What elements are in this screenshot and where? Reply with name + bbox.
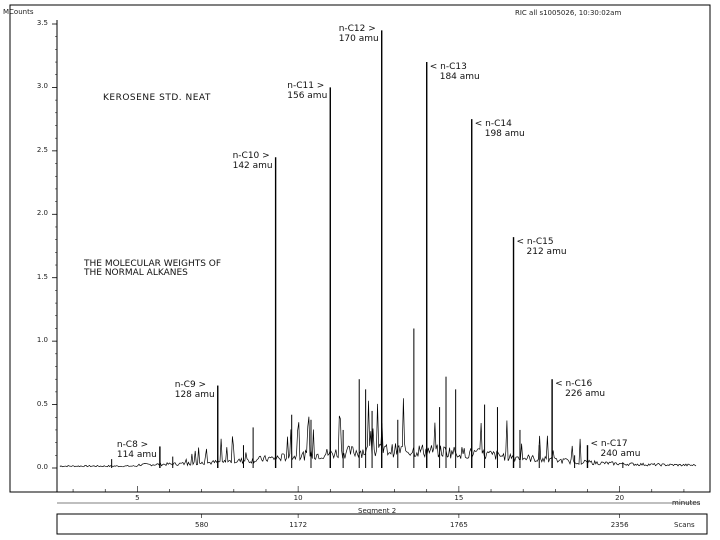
peak-name: < n-C16 bbox=[555, 379, 593, 390]
segment-label: Segment 2 bbox=[358, 507, 397, 515]
peak-label: n-C11 >156 amu bbox=[287, 81, 327, 101]
y-axis bbox=[52, 23, 57, 469]
peak-label: < n-C16 226 amu bbox=[555, 379, 605, 399]
peak-amu: 142 amu bbox=[232, 161, 273, 172]
x-tick-label: 20 bbox=[615, 494, 625, 502]
peak-label: n-C9 >128 amu bbox=[175, 380, 215, 400]
peak-name: n-C9 > bbox=[174, 379, 207, 390]
x-axis-unit: minutes bbox=[672, 499, 701, 507]
y-tick-label: 3.0 bbox=[36, 82, 48, 91]
peak-amu: 184 amu bbox=[439, 72, 480, 83]
peak-name: n-C8 > bbox=[116, 440, 149, 451]
subtitle-line-2: THE NORMAL ALKANES bbox=[84, 268, 188, 278]
chart-frame bbox=[9, 4, 711, 535]
scan-tick-label: 2356 bbox=[610, 521, 629, 529]
peak-name: < n-C17 bbox=[590, 439, 628, 450]
subtitle-line-1: THE MOLECULAR WEIGHTS OF bbox=[84, 259, 222, 269]
scan-axis-frame bbox=[56, 513, 708, 535]
peak-amu: 212 amu bbox=[526, 247, 567, 258]
peak-amu: 240 amu bbox=[600, 449, 641, 460]
peak-label: n-C8 >114 amu bbox=[117, 440, 157, 460]
peak-label: < n-C15 212 amu bbox=[517, 237, 567, 257]
peak-name: n-C11 > bbox=[287, 81, 325, 92]
y-tick-label: 3.5 bbox=[36, 19, 48, 27]
scans-label: Scans bbox=[674, 521, 695, 529]
peak-label: n-C12 >170 amu bbox=[339, 24, 379, 44]
x-tick-label: 15 bbox=[454, 494, 464, 502]
peak-amu: 198 amu bbox=[484, 129, 525, 140]
x-tick-label: 10 bbox=[293, 494, 303, 502]
alkane-peaks bbox=[159, 30, 589, 468]
peak-label: < n-C17 240 amu bbox=[590, 439, 640, 459]
y-tick-label: 2.5 bbox=[36, 145, 48, 154]
x-tick-label: 5 bbox=[135, 494, 140, 502]
scan-header: RIC all s1005026, 10:30:02am bbox=[515, 9, 622, 17]
peak-amu: 114 amu bbox=[116, 450, 157, 461]
baseline-trace bbox=[59, 398, 697, 468]
peak-label: n-C10 >142 amu bbox=[233, 151, 273, 171]
scan-tick-label: 1172 bbox=[289, 521, 308, 529]
peak-name: < n-C15 bbox=[516, 237, 554, 248]
peak-amu: 156 amu bbox=[287, 91, 328, 102]
chart-title: KEROSENE STD. NEAT bbox=[103, 93, 211, 103]
peak-amu: 170 amu bbox=[338, 34, 379, 45]
peak-label: < n-C13 184 amu bbox=[430, 62, 480, 82]
peak-name: < n-C14 bbox=[474, 119, 512, 130]
y-tick-label: 1.5 bbox=[36, 272, 48, 281]
scan-tick-label: 1765 bbox=[449, 521, 468, 529]
y-tick-label: 1.0 bbox=[36, 336, 48, 345]
y-tick-label: 0.5 bbox=[36, 399, 48, 408]
x-axis bbox=[72, 486, 685, 518]
chromatogram-trace bbox=[59, 328, 697, 468]
peak-name: n-C10 > bbox=[232, 151, 270, 162]
peak-name: < n-C13 bbox=[429, 62, 467, 73]
peak-label: < n-C14 198 amu bbox=[475, 119, 525, 139]
scan-tick-label: 580 bbox=[194, 521, 209, 529]
y-tick-label: 0.0 bbox=[36, 463, 48, 471]
outer-frame bbox=[9, 4, 711, 493]
y-axis-title: MCounts bbox=[3, 8, 34, 16]
y-tick-label: 2.0 bbox=[36, 209, 48, 218]
peak-name: n-C12 > bbox=[338, 24, 376, 35]
peak-amu: 226 amu bbox=[565, 389, 606, 400]
peak-amu: 128 amu bbox=[174, 389, 215, 400]
